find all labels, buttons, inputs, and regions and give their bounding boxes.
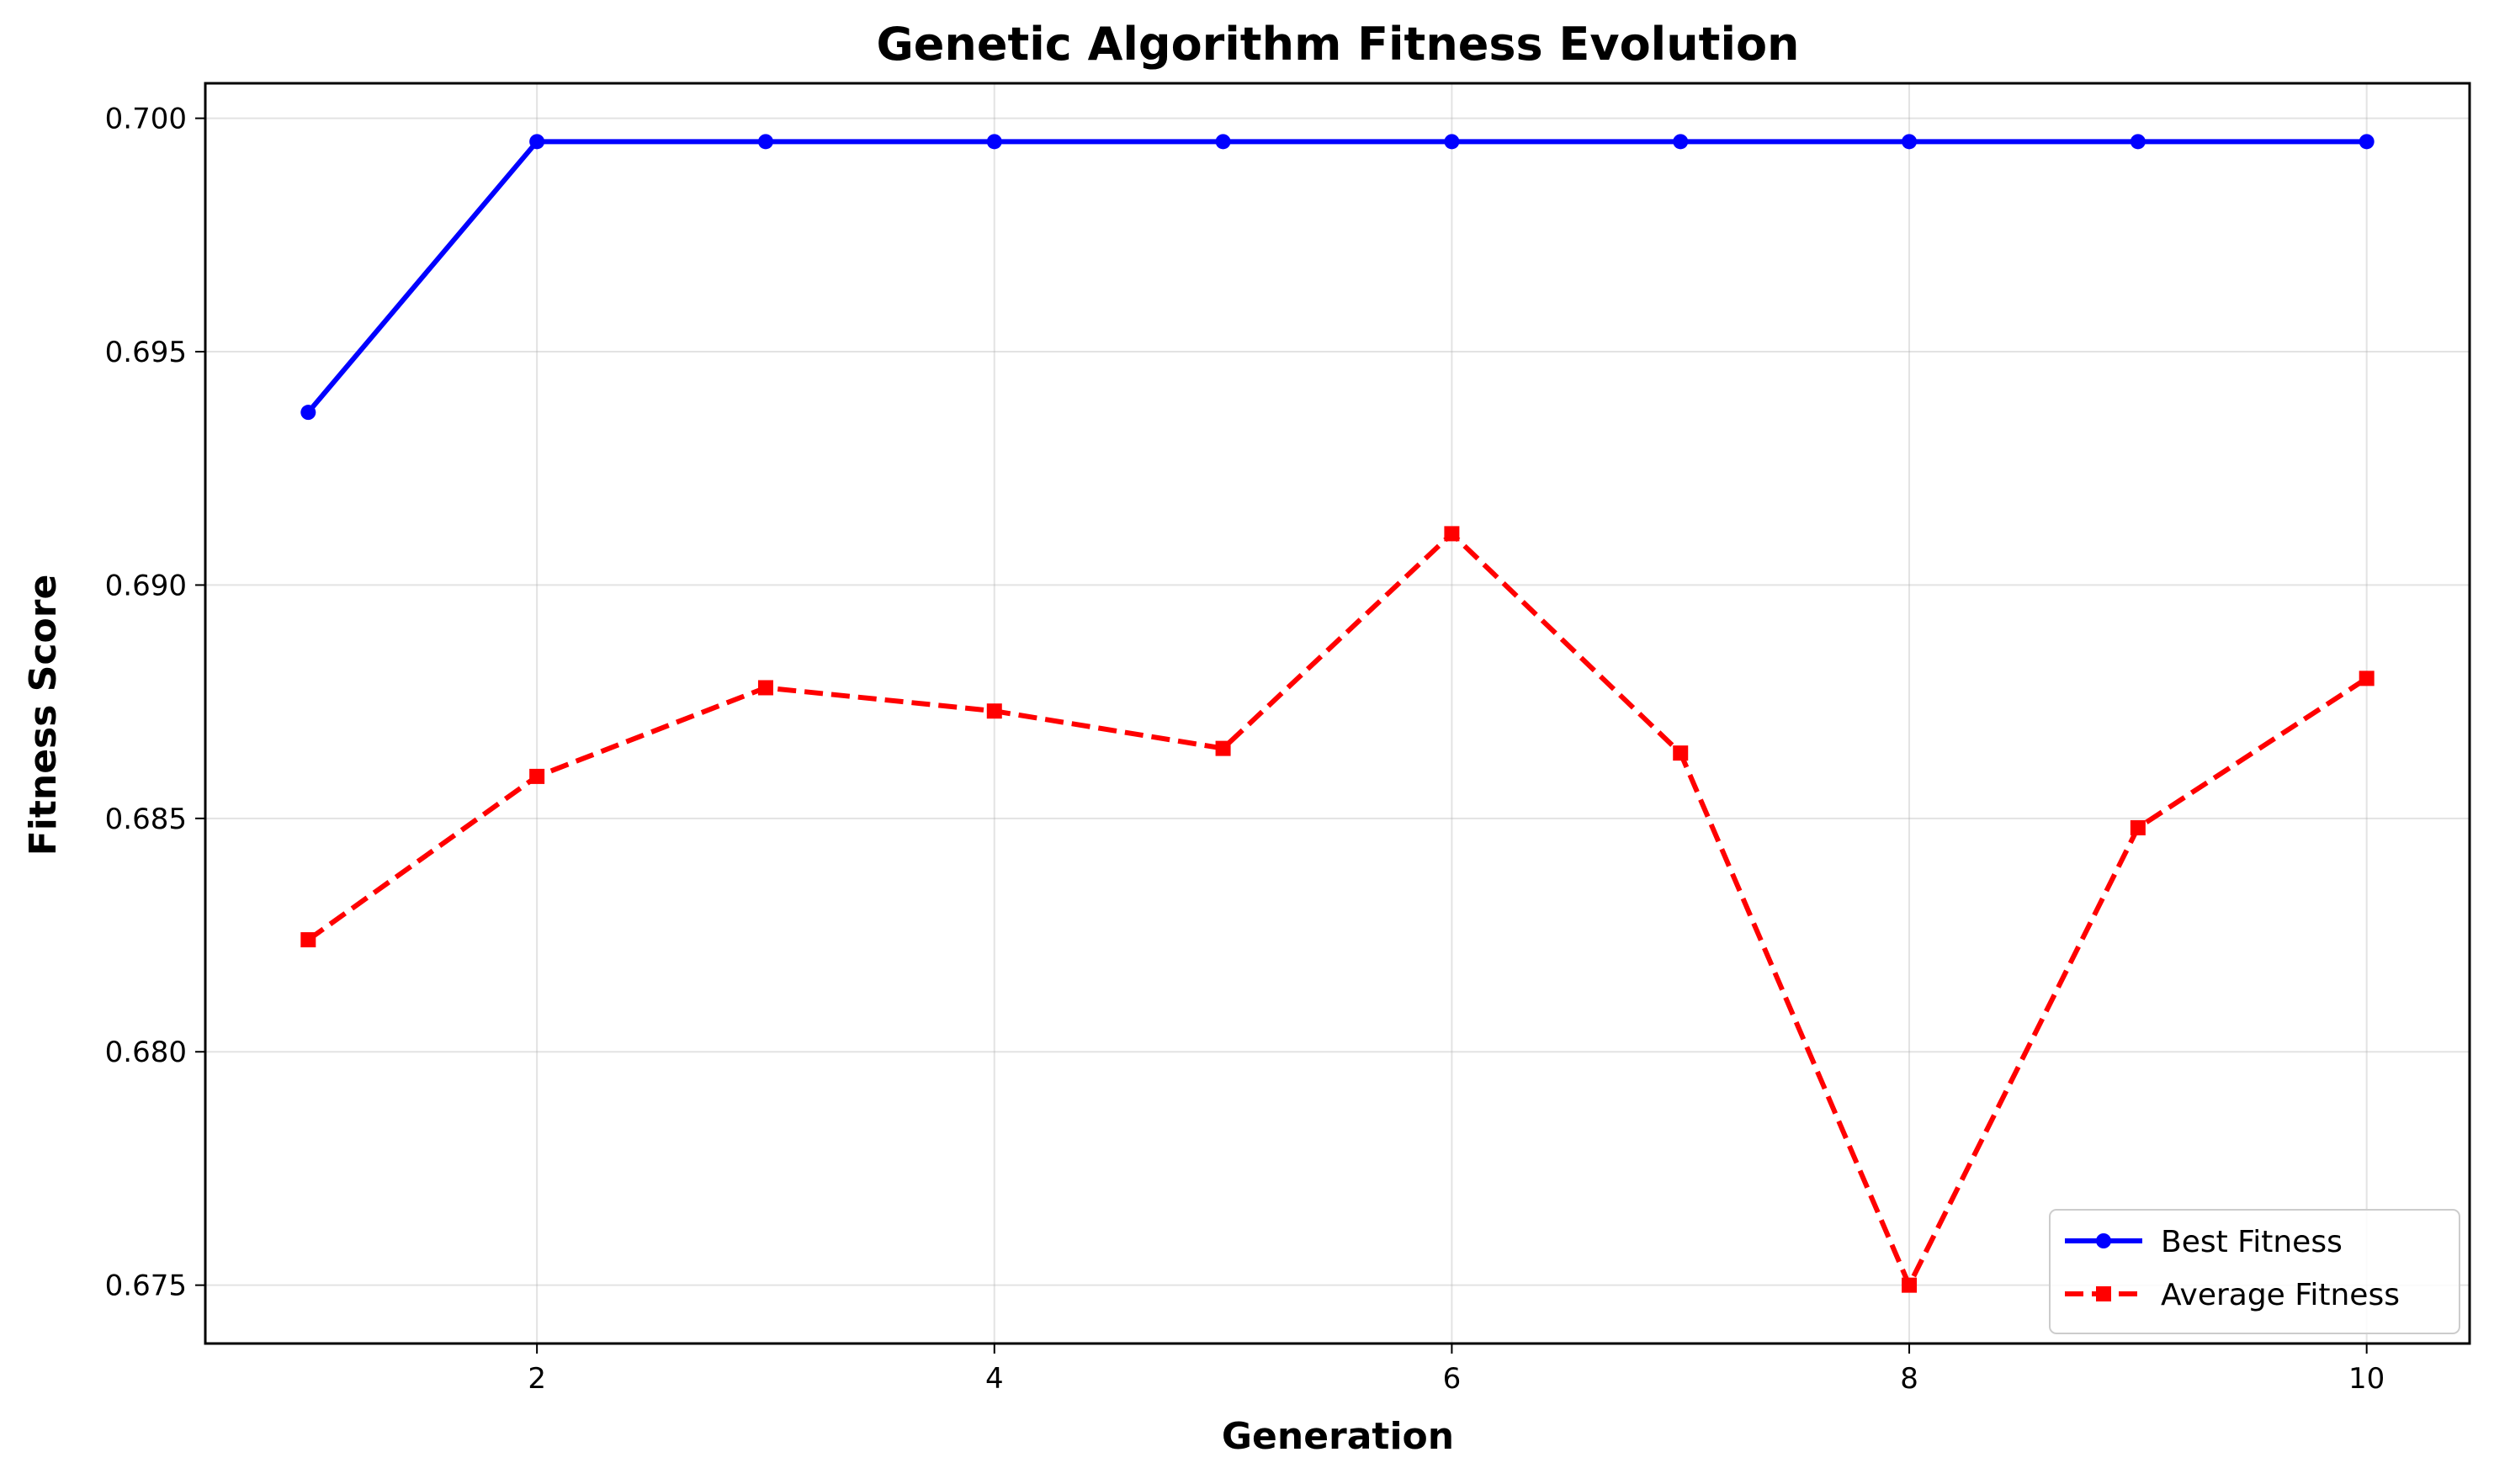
average-fitness-point (986, 703, 1002, 719)
best-fitness-point (1902, 134, 1918, 150)
average-fitness-point (529, 768, 545, 784)
average-fitness-line (306, 531, 2369, 1288)
best-fitness-point (1444, 134, 1460, 150)
average-fitness-point (300, 932, 316, 948)
y-axis-title: Fitness Score (22, 575, 65, 856)
y-tick-label: 0.690 (105, 569, 187, 602)
best-fitness-point (529, 134, 545, 150)
x-tick-label: 2 (528, 1362, 546, 1396)
average-fitness-point (2130, 819, 2146, 835)
x-tick-label: 4 (985, 1362, 1004, 1396)
y-tick-label: 0.675 (105, 1269, 187, 1303)
average-fitness-point (1444, 526, 1460, 542)
plot-frame (204, 82, 2471, 1345)
grid-layer (205, 83, 2470, 1344)
x-tick-label: 6 (1443, 1362, 1462, 1396)
x-tick-label: 8 (1900, 1362, 1918, 1396)
series-layer (300, 134, 2375, 1293)
y-tick-label: 0.695 (105, 336, 187, 369)
legend-swatch-marker (2096, 1233, 2111, 1248)
best-fitness-point (986, 134, 1002, 150)
best-fitness-point (2130, 134, 2146, 150)
ticks-layer: 2 4 6 8 10 0.675 0.680 0.685 0.690 0.695 0.700 (105, 103, 2385, 1396)
y-tick-label: 0.700 (105, 103, 187, 136)
y-tick-label: 0.680 (105, 1036, 187, 1069)
chart-title: Genetic Algorithm Fitness Evolution (876, 18, 1799, 71)
best-fitness-point (1673, 134, 1689, 150)
best-fitness-point (300, 405, 316, 421)
y-tick-label: 0.685 (105, 803, 187, 836)
best-fitness-line (306, 139, 2367, 415)
average-fitness-point (1902, 1277, 1918, 1293)
best-fitness-point (2359, 134, 2375, 150)
legend-label: Best Fitness (2161, 1225, 2343, 1259)
best-fitness-point (757, 134, 773, 150)
legend: Best Fitness Average Fitness (2049, 1209, 2460, 1334)
x-tick-label: 10 (2348, 1362, 2385, 1396)
average-fitness-point (757, 680, 773, 696)
legend-swatch-marker (2096, 1286, 2111, 1301)
x-axis-title: Generation (1222, 1415, 1454, 1458)
legend-box (2049, 1209, 2460, 1334)
average-fitness-point (2359, 670, 2375, 686)
best-fitness-point (1215, 134, 1231, 150)
average-fitness-point (1673, 745, 1689, 761)
average-fitness-point (1215, 740, 1231, 756)
legend-label: Average Fitness (2161, 1278, 2400, 1312)
